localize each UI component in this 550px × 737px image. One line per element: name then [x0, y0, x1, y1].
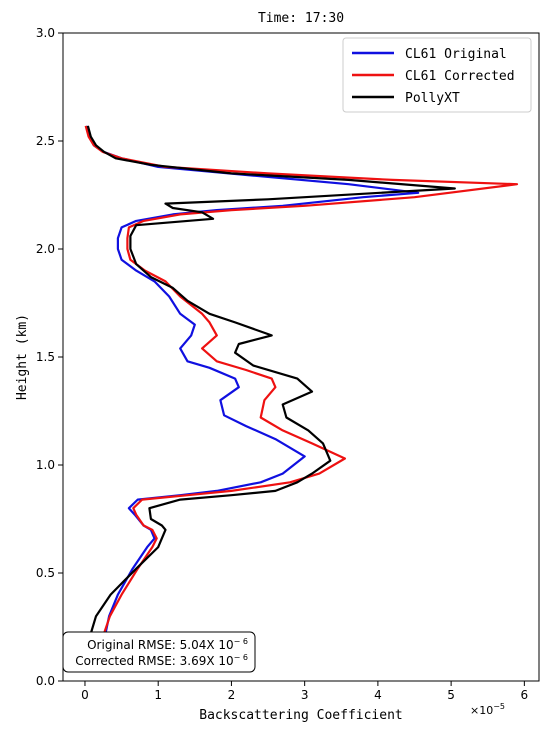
x-axis-scale-exponent: −5: [493, 702, 505, 711]
series-line-cl61-original: [85, 125, 420, 634]
legend-label-pollyxt: PollyXT: [405, 91, 460, 106]
y-tick-label: 2.5: [36, 134, 55, 148]
x-tick-label: 3: [301, 688, 309, 702]
y-tick-label: 1.0: [36, 458, 55, 472]
x-axis-label: Backscattering Coefficient: [199, 708, 403, 723]
x-axis-scale-multiplier: ×10−5: [470, 702, 505, 717]
legend-label-cl61-original: CL61 Original: [405, 47, 507, 62]
rmse-exponent: − 6: [234, 637, 248, 646]
rmse-annotation-box: [62, 631, 256, 673]
rmse-value: Original RMSE: 5.04X 10: [87, 638, 234, 652]
y-tick-label: 1.5: [36, 350, 55, 364]
rmse-exponent: − 6: [234, 653, 248, 662]
rmse-line: Original RMSE: 5.04X 10− 6: [87, 637, 248, 652]
y-tick-label: 0.5: [36, 566, 55, 580]
x-tick-label: 4: [374, 688, 382, 702]
y-tick-label: 2.0: [36, 242, 55, 256]
x-tick-label: 0: [81, 688, 89, 702]
legend-label-cl61-corrected: CL61 Corrected: [405, 69, 515, 84]
x-tick-label: 5: [447, 688, 455, 702]
x-tick-label: 1: [154, 688, 162, 702]
y-axis-label: Height (km): [15, 314, 30, 400]
legend: CL61 Original CL61 Corrected PollyXT: [342, 37, 532, 113]
legend-box: [342, 37, 532, 113]
x-tick-label: 2: [228, 688, 236, 702]
series-layer: [84, 125, 519, 634]
series-line-cl61-corrected: [84, 125, 519, 634]
x-tick-label: 6: [521, 688, 529, 702]
y-axis-ticks: 0.0 0.5 1.0 1.5 2.0 2.5 3.0: [36, 26, 63, 688]
rmse-value: Corrected RMSE: 3.69X 10: [75, 654, 233, 668]
rmse-line: Corrected RMSE: 3.69X 10− 6: [75, 653, 248, 668]
series-line-pollyxt: [86, 125, 456, 634]
y-tick-label: 0.0: [36, 674, 55, 688]
x-axis-ticks: 0 1 2 3 4 5 6: [81, 681, 528, 702]
y-tick-label: 3.0: [36, 26, 55, 40]
x-axis-scale-base: ×10: [470, 704, 493, 717]
chart-title: Time: 17:30: [258, 11, 344, 26]
